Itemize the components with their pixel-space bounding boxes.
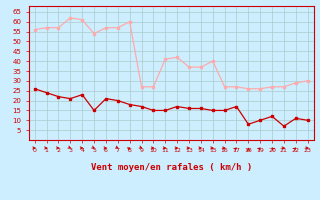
Text: Vent moyen/en rafales ( km/h ): Vent moyen/en rafales ( km/h )	[91, 164, 252, 172]
